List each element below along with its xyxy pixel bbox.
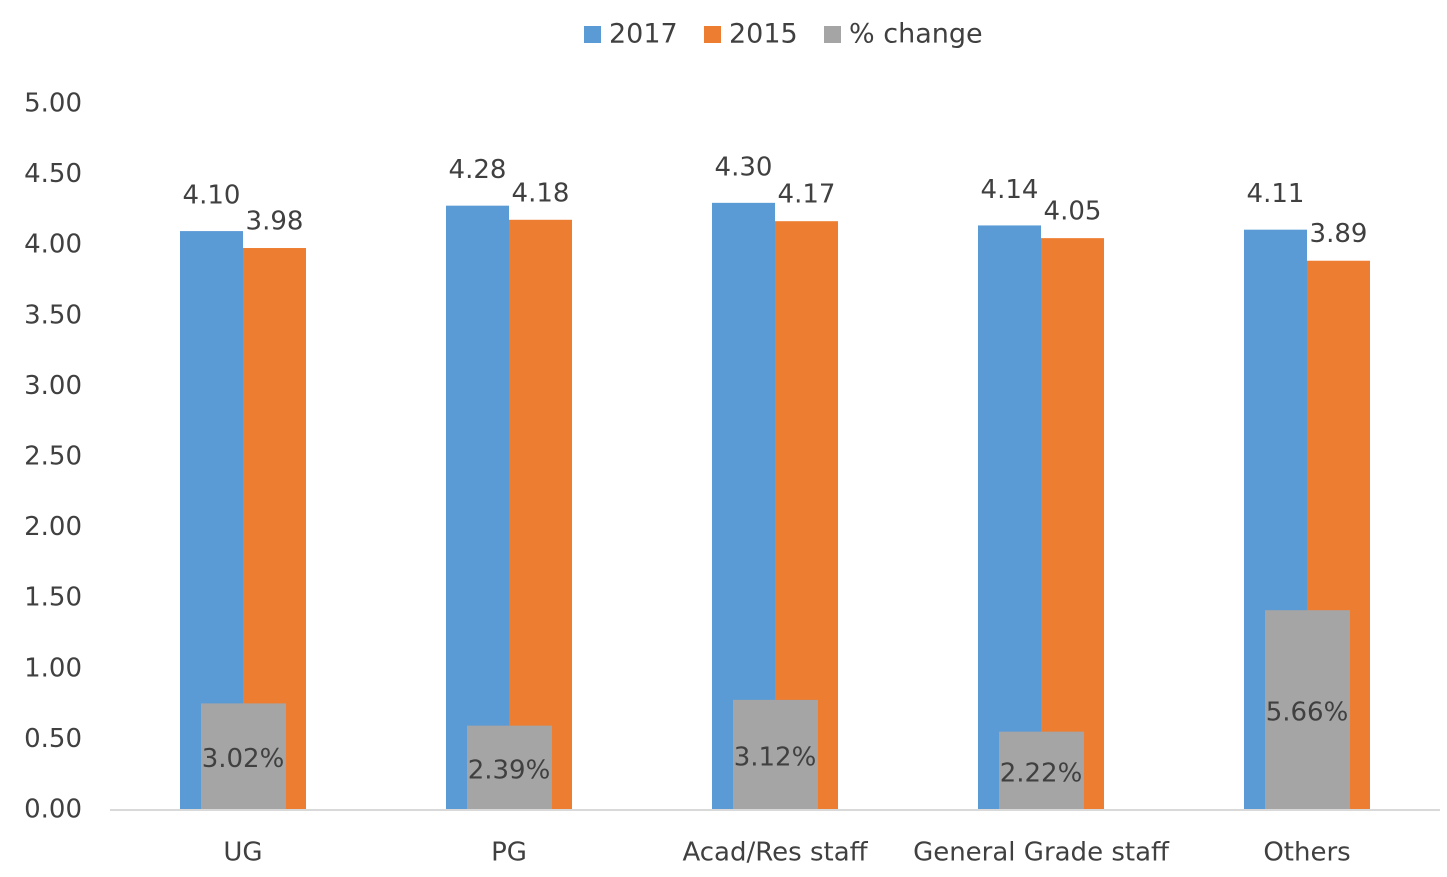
data-label: 4.10 [183,181,241,211]
bar [509,219,572,810]
y-tick-label: 5.00 [24,89,82,119]
data-label: 4.18 [512,178,570,208]
data-label: 4.11 [1247,179,1305,209]
x-tick-label: UG [223,838,262,868]
data-label: 4.17 [778,180,836,210]
data-label: 5.66% [1266,698,1349,728]
y-tick-label: 4.00 [24,230,82,260]
y-tick-label: 2.00 [24,512,82,542]
legend-label: 2015 [729,19,798,50]
y-tick-label: 0.00 [24,795,82,825]
bar [999,731,1084,810]
y-tick-label: 2.50 [24,442,82,472]
x-tick-label: PG [491,838,527,868]
x-tick-label: Others [1263,838,1350,868]
bar [733,699,818,810]
data-label: 3.89 [1310,219,1368,249]
bar [1041,238,1104,810]
x-tick-label: Acad/Res staff [682,838,868,868]
bar [201,703,286,810]
data-label: 4.28 [449,155,507,185]
y-tick-label: 1.50 [24,583,82,613]
bar [446,205,509,810]
legend-label: 2017 [609,19,678,50]
legend-swatch [584,26,601,43]
data-label: 2.22% [1000,758,1083,788]
data-label: 4.14 [981,175,1039,205]
y-tick-label: 3.00 [24,371,82,401]
legend-label: % change [849,19,983,50]
legend-swatch [824,26,841,43]
data-label: 2.39% [468,755,551,785]
data-label: 3.98 [246,207,304,237]
bar [1265,610,1350,810]
y-tick-label: 4.50 [24,159,82,189]
data-label: 4.05 [1044,197,1102,227]
y-tick-label: 3.50 [24,300,82,330]
bar [467,725,552,810]
y-tick-label: 0.50 [24,724,82,754]
x-tick-label: General Grade staff [913,838,1170,868]
y-tick-label: 1.00 [24,653,82,683]
data-label: 3.02% [202,744,285,774]
data-label: 4.30 [715,152,773,182]
bar [978,225,1041,810]
legend-swatch [704,26,721,43]
data-label: 3.12% [734,742,817,772]
